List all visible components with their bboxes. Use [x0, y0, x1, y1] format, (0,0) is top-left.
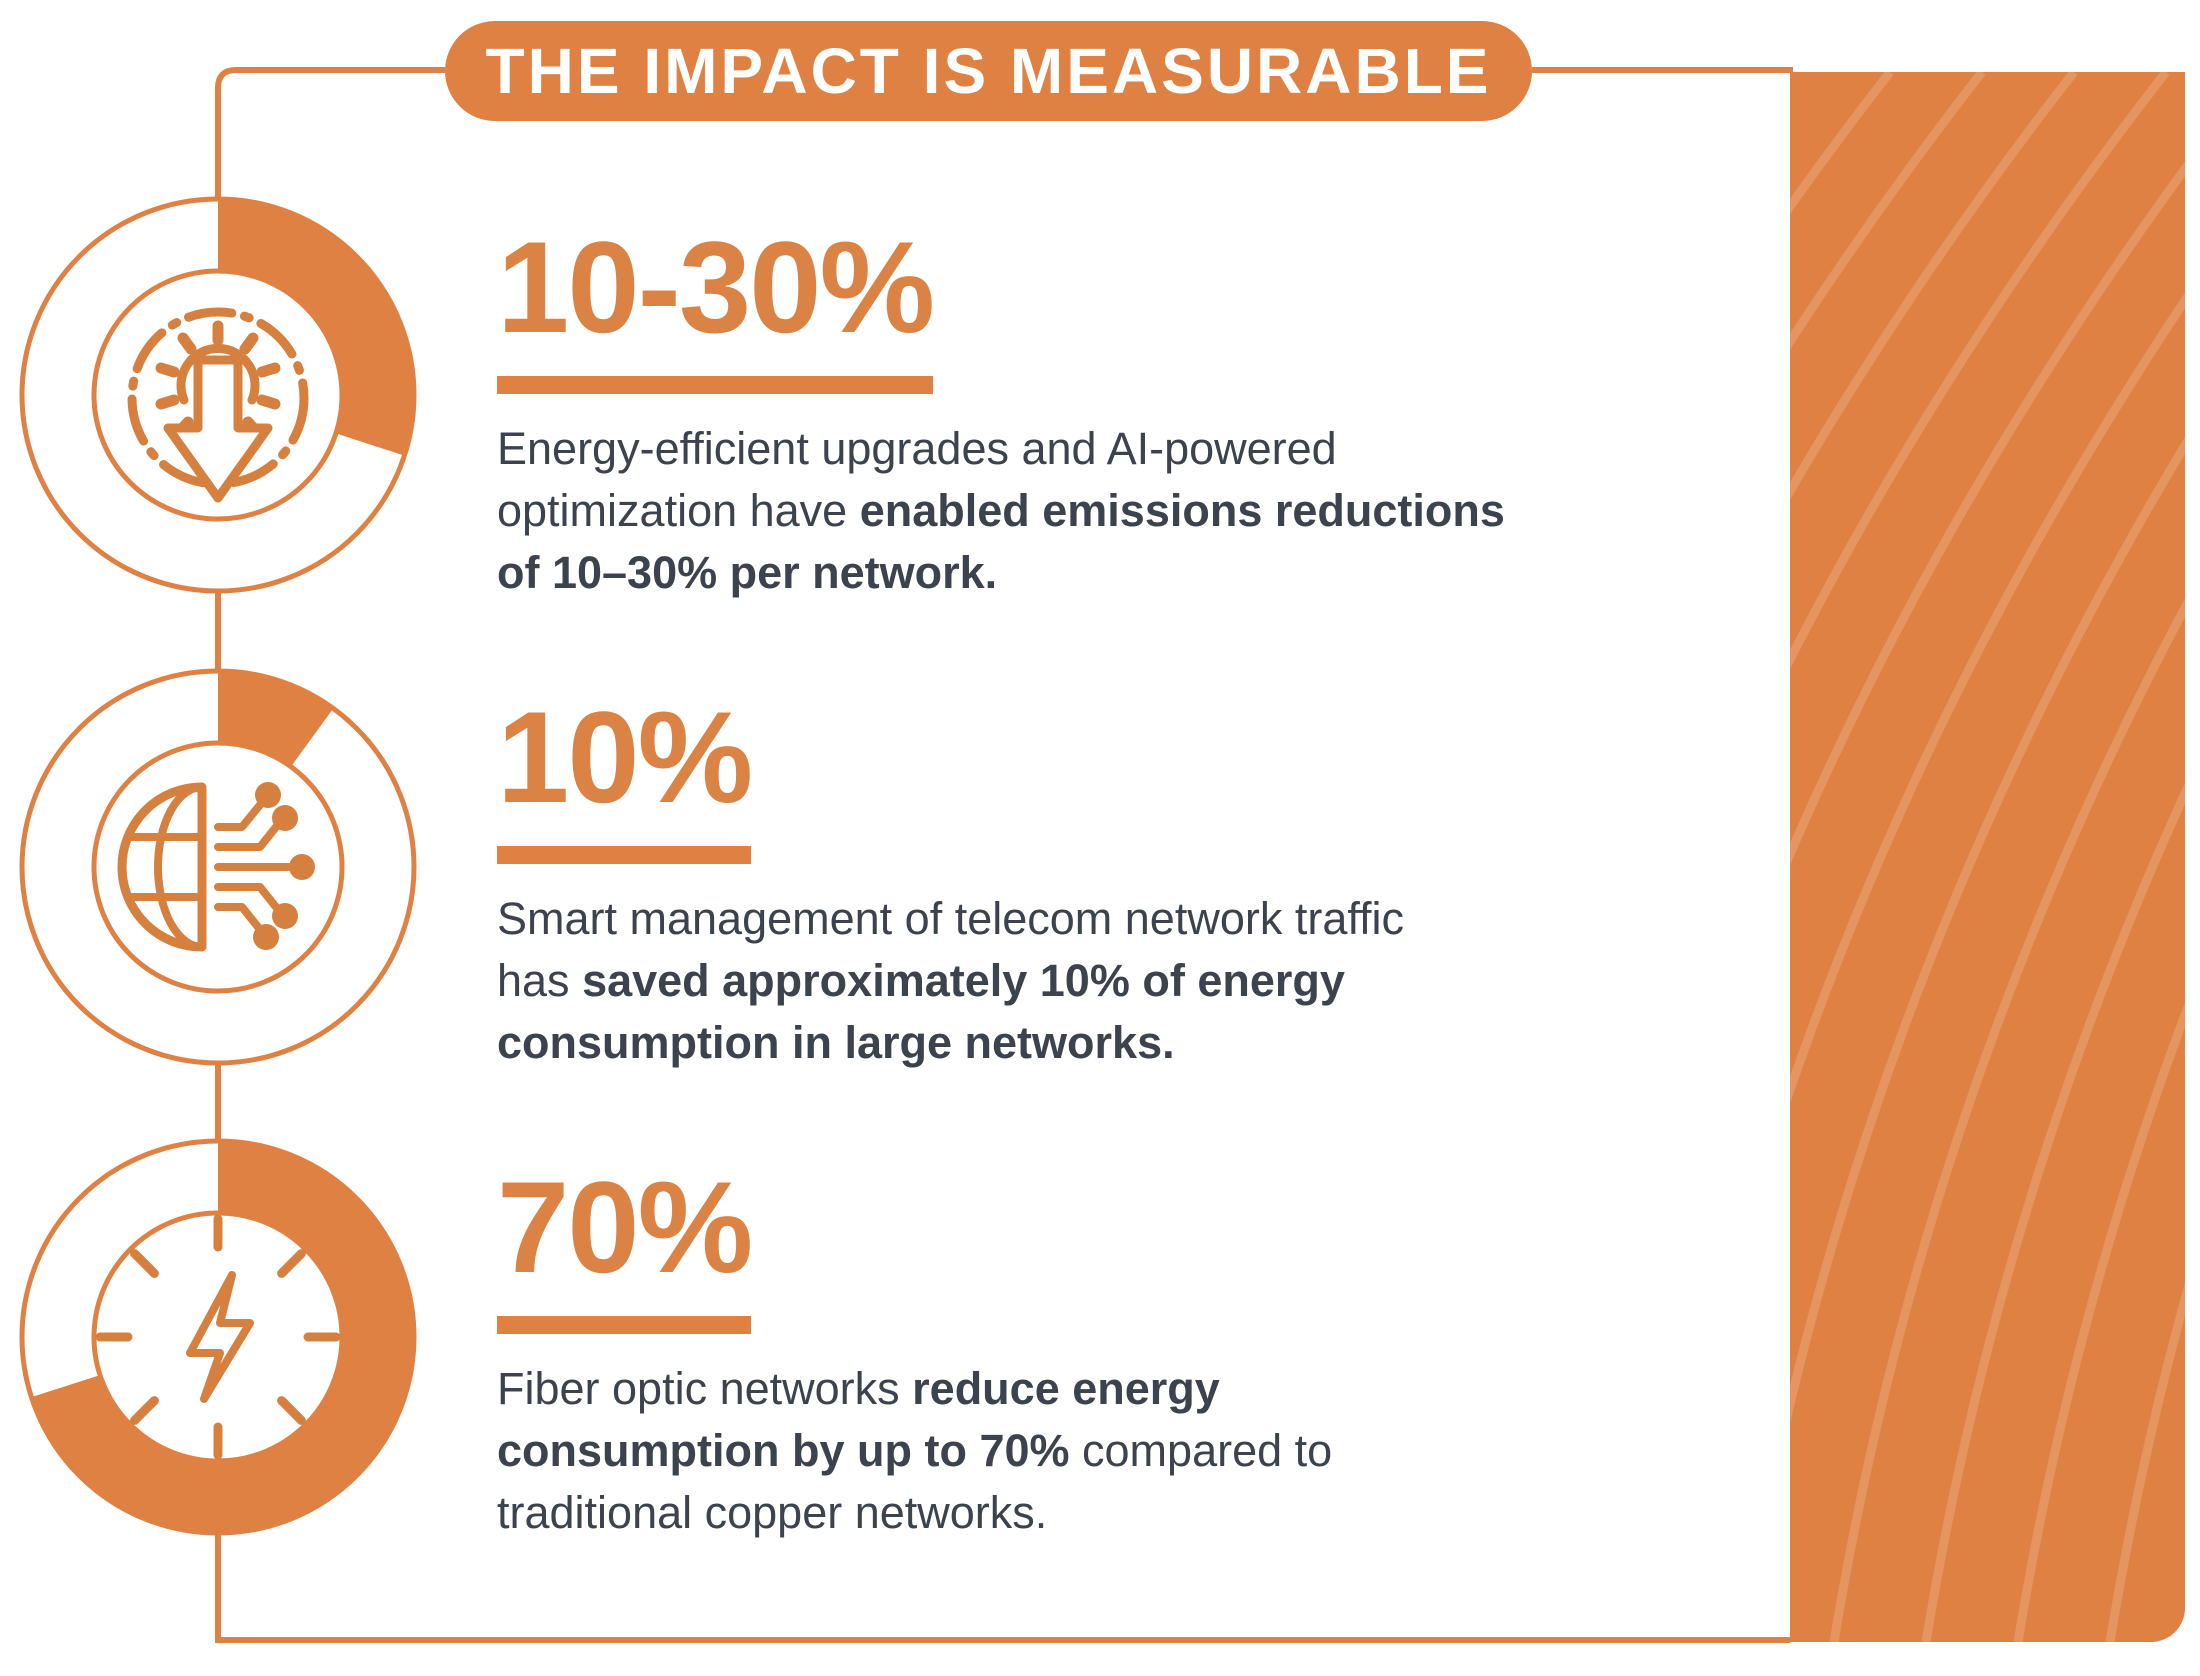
gear-down-arrow-icon: [127, 307, 309, 503]
stat-circle-network-traffic: [19, 668, 417, 1066]
bolt-burst-icon: [95, 1214, 341, 1460]
section-network-traffic: 10% Smart management of telecom network …: [497, 692, 1677, 1074]
right-texture-panel: [1790, 72, 2185, 1642]
page-title-label: THE IMPACT IS MEASURABLE: [485, 35, 1492, 107]
stat-description: Fiber optic networks reduce energy consu…: [497, 1363, 1333, 1538]
stat-circle-fiber-optic: [19, 1138, 417, 1536]
stat-value: 70%: [497, 1162, 753, 1334]
section-fiber-optic: 70% Fiber optic networks reduce energy c…: [497, 1162, 1677, 1544]
donut-arc-30pct: [22, 199, 414, 591]
donut-arc-10pct: [22, 671, 414, 1063]
stat-circle-emissions: [19, 196, 417, 594]
stat-value: 10%: [497, 692, 753, 864]
stat-description: Energy-efficient upgrades and AI-powered…: [497, 423, 1505, 598]
stat-value: 10-30%: [497, 222, 935, 394]
donut-arc-70pct: [22, 1141, 414, 1533]
stat-description: Smart management of telecom network traf…: [497, 893, 1405, 1068]
wave-pattern-icon: [1790, 72, 2185, 1642]
connector-line-left: [215, 67, 1790, 1643]
globe-circuit-icon: [117, 782, 315, 952]
section-emissions: 10-30% Energy-efficient upgrades and AI-…: [497, 222, 1677, 604]
page-title: THE IMPACT IS MEASURABLE: [445, 21, 1532, 121]
